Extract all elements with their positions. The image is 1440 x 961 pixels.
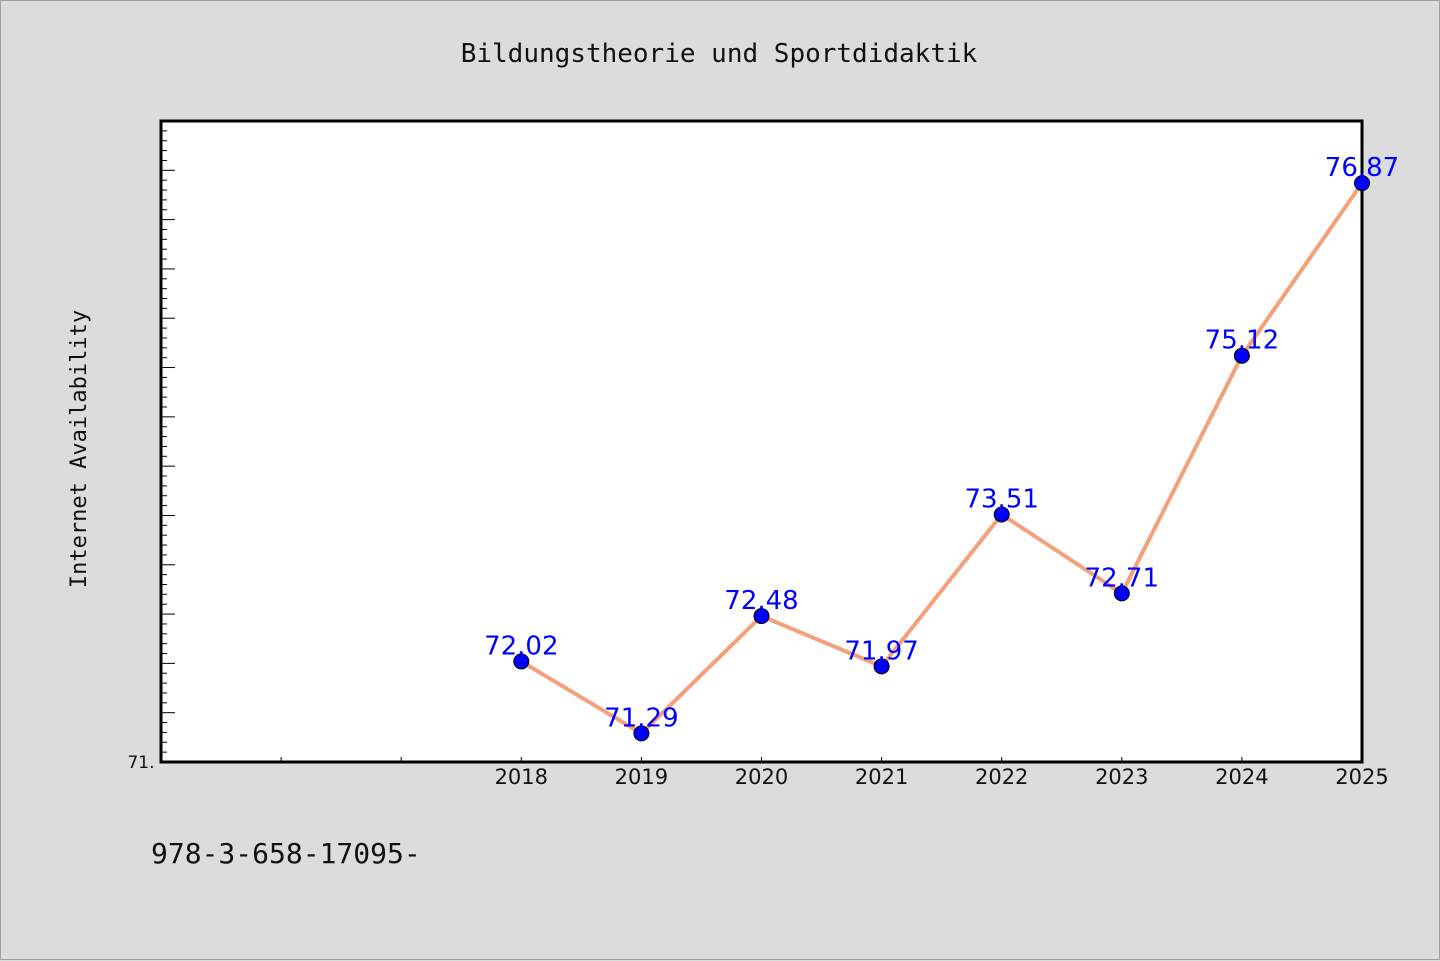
x-tick-label: 2025: [1335, 765, 1388, 789]
x-tick-label: 2018: [495, 765, 548, 789]
data-label: 72.02: [484, 631, 558, 661]
x-tick-label: 2021: [855, 765, 908, 789]
chart-title: Bildungstheorie und Sportdidaktik: [461, 39, 978, 69]
plot-area: [159, 119, 1364, 764]
data-point: [873, 658, 890, 675]
x-tick-label: 2022: [975, 765, 1028, 789]
data-point: [1233, 347, 1250, 364]
data-labels: 72.02 71.29 72.48 71.97 73.51 72.71 75.12 76.87: [484, 153, 1399, 733]
data-label: 72.71: [1085, 563, 1159, 593]
data-point: [753, 608, 770, 625]
x-tick-label: 2023: [1095, 765, 1148, 789]
data-label: 71.29: [604, 703, 678, 733]
x-tick-label: 2024: [1215, 765, 1268, 789]
data-label: 75.12: [1205, 326, 1279, 356]
data-point: [633, 725, 650, 742]
y-axis-label: Internet Availability: [67, 310, 92, 588]
data-point: [1113, 585, 1130, 602]
y-tick-label: 71.: [127, 753, 154, 773]
data-point: [513, 653, 530, 670]
data-point: [993, 506, 1010, 523]
data-point: [1354, 175, 1370, 192]
x-axis-ticks: [280, 757, 1363, 762]
series-line: [519, 181, 1364, 736]
data-markers: [513, 175, 1370, 742]
data-label: 72.48: [724, 586, 798, 616]
series-line-group: [519, 181, 1364, 736]
x-tick-labels: 2018 2019 2020 2021 2022 2023 2024 2025: [495, 765, 1389, 789]
x-tick-label: 2020: [735, 765, 788, 789]
data-label: 71.97: [844, 636, 918, 666]
y-axis-ticks: [161, 120, 175, 763]
data-label: 76.87: [1325, 153, 1399, 183]
data-label: 73.51: [964, 484, 1038, 514]
x-tick-label: 2019: [615, 765, 668, 789]
footer-text: 978-3-658-17095-: [151, 837, 421, 870]
